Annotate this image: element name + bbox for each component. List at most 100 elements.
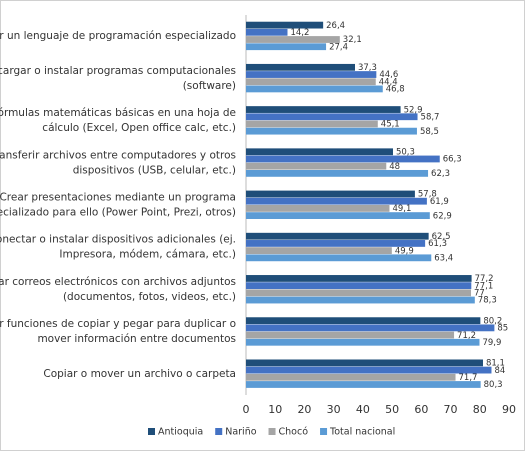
- x-tick-label: 80: [473, 403, 487, 416]
- bar: [246, 71, 377, 78]
- bar: [246, 275, 472, 282]
- value-label: 71,7: [459, 373, 478, 383]
- bar: [246, 190, 415, 198]
- bar: [246, 317, 481, 325]
- category-label: dispositivos (USB, celular, etc.): [73, 164, 236, 176]
- category-label: Utilizar un lenguaje de programación esp…: [0, 30, 236, 42]
- value-label: 80,3: [484, 380, 503, 390]
- bar: [246, 205, 390, 212]
- value-label: 79,9: [482, 338, 501, 348]
- value-label: 14,2: [290, 28, 309, 38]
- bar: [246, 28, 288, 36]
- bar: [246, 331, 455, 339]
- bar: [246, 338, 480, 346]
- value-label: 61,3: [428, 239, 447, 249]
- bar: [246, 148, 393, 156]
- x-tick-label: 0: [243, 403, 250, 416]
- category-label: Copiar o mover un archivo o carpeta: [43, 368, 236, 380]
- value-label: 37,3: [358, 63, 377, 73]
- x-tick-label: 10: [268, 403, 282, 416]
- value-label: 77,2: [475, 274, 494, 284]
- legend-label: Antioquia: [158, 427, 203, 438]
- bar: [246, 78, 376, 86]
- legend-label: Nariño: [225, 427, 256, 438]
- bar: [246, 21, 324, 29]
- value-label: 62,9: [433, 211, 452, 221]
- bar: [246, 232, 429, 240]
- category-label: (software): [183, 80, 236, 92]
- bar: [246, 282, 472, 290]
- value-label: 58,7: [421, 112, 440, 122]
- value-label: 57,8: [418, 190, 437, 200]
- category-label: Descargar o instalar programas computaci…: [0, 65, 236, 77]
- value-label: 50,3: [396, 147, 415, 157]
- value-label: 61,9: [430, 197, 449, 207]
- bar: [246, 162, 387, 170]
- value-label: 78,3: [478, 296, 497, 306]
- bar: [246, 155, 440, 163]
- bar: [246, 212, 430, 219]
- category-label: especializado para ello (Power Point, Pr…: [0, 207, 236, 219]
- bar: [246, 289, 472, 297]
- value-label: 45,1: [381, 120, 400, 130]
- bar: [246, 113, 418, 121]
- value-label: 84: [494, 366, 505, 376]
- category-label: Usar fórmulas matemáticas básicas en una…: [0, 107, 236, 119]
- category-label: Impresora, módem, cámara, etc.): [59, 249, 236, 261]
- value-label: 71,2: [457, 331, 476, 341]
- x-tick-label: 90: [502, 403, 516, 416]
- category-label: mover información entre documentos: [37, 333, 236, 345]
- x-tick-label: 50: [385, 403, 399, 416]
- category-label: Conectar o instalar dispositivos adicion…: [0, 234, 236, 246]
- category-label: (documentos, fotos, videos, etc.): [63, 291, 236, 303]
- legend-swatch: [215, 428, 223, 435]
- bar: [246, 127, 417, 135]
- value-label: 62,5: [432, 232, 451, 242]
- bar: [246, 106, 401, 113]
- category-label: Crear presentaciones mediante un program…: [0, 192, 236, 204]
- bar: [246, 36, 340, 43]
- value-label: 58,5: [420, 127, 439, 137]
- bar: [246, 247, 392, 255]
- category-label: Transferir archivos entre computadores y…: [0, 149, 236, 161]
- bar: [246, 366, 492, 374]
- category-label: Enviar correos electrónicos con archivos…: [0, 276, 236, 288]
- value-label: 26,4: [326, 21, 345, 31]
- legend-label: Total nacional: [329, 427, 395, 438]
- bar: [246, 381, 481, 388]
- value-label: 44,4: [379, 77, 398, 87]
- bar: [246, 359, 483, 367]
- category-label: cálculo (Excel, Open office calc, etc.): [42, 122, 236, 134]
- value-label: 80,2: [483, 316, 502, 326]
- bar: [246, 85, 383, 93]
- legend-swatch: [320, 428, 328, 435]
- value-label: 66,3: [443, 155, 462, 165]
- value-label: 77,1: [474, 281, 493, 291]
- value-label: 48: [389, 162, 400, 172]
- value-label: 46,8: [386, 85, 405, 95]
- value-label: 81,1: [486, 359, 505, 369]
- bar: [246, 324, 495, 332]
- bar: [246, 240, 426, 247]
- value-label: 77: [474, 289, 485, 299]
- value-label: 52,9: [404, 105, 423, 115]
- value-label: 49,9: [395, 246, 414, 256]
- x-tick-label: 40: [356, 403, 370, 416]
- category-label: Usar funciones de copiar y pegar para du…: [0, 318, 236, 330]
- bar: [246, 197, 427, 205]
- value-label: 27,4: [329, 42, 348, 52]
- value-label: 63,4: [434, 254, 453, 264]
- value-label: 62,3: [431, 169, 450, 179]
- value-label: 44,6: [379, 70, 398, 80]
- value-label: 49,1: [392, 204, 411, 214]
- bar: [246, 373, 456, 381]
- bar: [246, 43, 327, 51]
- bar: [246, 254, 432, 262]
- bar: [246, 296, 475, 304]
- bar: [246, 63, 355, 71]
- value-label: 32,1: [343, 35, 362, 45]
- bar: [246, 120, 378, 128]
- bar: [246, 169, 429, 177]
- x-tick-label: 60: [414, 403, 428, 416]
